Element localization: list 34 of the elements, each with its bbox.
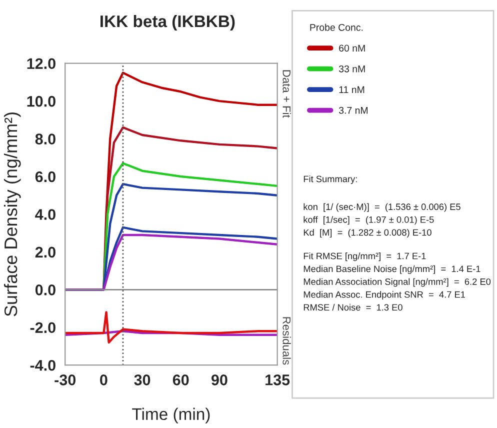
y-tick-label: 0.0 — [35, 284, 56, 296]
text: kon [1/ (sec·M)] = (1.536 ± 0.006) E5 — [304, 203, 460, 212]
legend-label: 60 nM — [339, 44, 365, 52]
x-tick-label: 0 — [100, 374, 108, 386]
text: Residuals — [282, 317, 291, 365]
legend-label: 3.7 nM — [338, 106, 368, 114]
legend-label: 11 nM — [339, 86, 364, 93]
legend-label: 33 nM — [338, 65, 365, 72]
y-tick-label: -4.0 — [30, 360, 56, 371]
y-tick-label: 10.0 — [27, 96, 56, 107]
text: koff [1/sec] = (1.97 ± 0.01) E-5 — [304, 216, 434, 225]
text: Median Assoc. Endpoint SNR = 4.7 E1 — [304, 291, 466, 300]
legend-title: Probe Conc. — [310, 24, 363, 31]
y-tick-label: 12.0 — [27, 58, 56, 70]
text: RMSE / Noise = 1.3 E0 — [304, 304, 402, 311]
text: Data + Fit — [282, 70, 291, 118]
x-axis-title: Time (min) — [132, 408, 210, 424]
text: Median Association Signal [ng/mm²] = 6.2 E0 — [304, 278, 491, 287]
x-tick-label: 60 — [172, 374, 189, 386]
y-axis-title: Surface Density (ng/mm²) — [4, 112, 21, 316]
x-tick-label: 90 — [211, 374, 228, 386]
y-tick-label: 2.0 — [35, 246, 56, 258]
x-tick-label: 135 — [266, 374, 290, 386]
text: Median Baseline Noise [ng/mm²] = 1.4 E-1 — [304, 265, 480, 274]
x-tick-label: 30 — [134, 374, 150, 386]
y-tick-label: 8.0 — [35, 134, 56, 144]
text: Fit RMSE [ng/mm²] = 1.7 E-1 — [304, 252, 426, 262]
y-tick-label: -2.0 — [30, 322, 56, 334]
text: Fit Summary: — [304, 175, 357, 184]
text: Kd [M] = (1.282 ± 0.008) E-10 — [304, 228, 432, 238]
y-tick-label: 6.0 — [35, 171, 56, 182]
x-tick-label: -30 — [54, 374, 76, 386]
y-tick-label: 4.0 — [35, 209, 56, 220]
chart-title: IKK beta (IKBKB) — [100, 14, 235, 31]
